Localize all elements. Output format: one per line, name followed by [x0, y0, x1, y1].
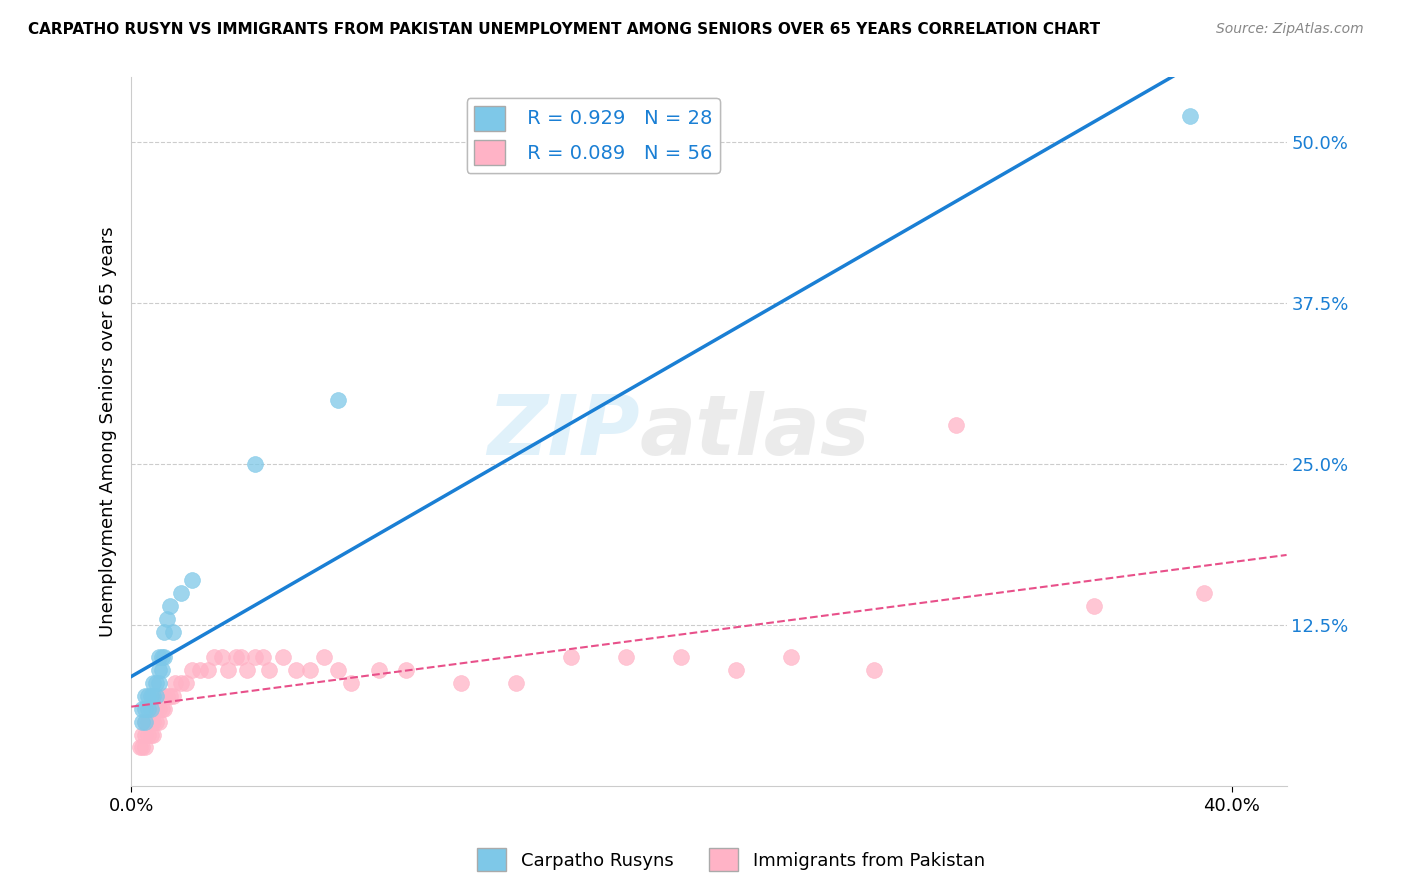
Point	[134, 689, 156, 703]
Point	[271, 650, 294, 665]
Legend:  R = 0.929   N = 28,  R = 0.089   N = 56: R = 0.929 N = 28, R = 0.089 N = 56	[467, 98, 720, 173]
Point	[156, 612, 179, 626]
Text: CARPATHO RUSYN VS IMMIGRANTS FROM PAKISTAN UNEMPLOYMENT AMONG SENIORS OVER 65 YE: CARPATHO RUSYN VS IMMIGRANTS FROM PAKIST…	[28, 22, 1101, 37]
Point	[156, 689, 179, 703]
Point	[162, 624, 184, 639]
Point	[131, 740, 153, 755]
Point	[131, 728, 153, 742]
Point	[153, 650, 176, 665]
Point	[340, 676, 363, 690]
Point	[136, 714, 159, 729]
Point	[236, 663, 259, 677]
Point	[153, 624, 176, 639]
Point	[367, 663, 389, 677]
Point	[616, 650, 638, 665]
Point	[142, 714, 165, 729]
Point	[1192, 586, 1215, 600]
Point	[170, 676, 193, 690]
Point	[148, 702, 170, 716]
Point	[326, 663, 349, 677]
Point	[945, 418, 967, 433]
Point	[231, 650, 253, 665]
Point	[243, 650, 266, 665]
Point	[131, 714, 153, 729]
Point	[153, 689, 176, 703]
Point	[252, 650, 274, 665]
Point	[188, 663, 211, 677]
Point	[174, 676, 197, 690]
Point	[142, 676, 165, 690]
Point	[560, 650, 582, 665]
Point	[134, 740, 156, 755]
Point	[162, 689, 184, 703]
Point	[863, 663, 886, 677]
Point	[780, 650, 803, 665]
Point	[505, 676, 527, 690]
Point	[145, 676, 167, 690]
Point	[180, 663, 202, 677]
Point	[285, 663, 308, 677]
Text: atlas: atlas	[640, 392, 870, 472]
Point	[139, 728, 162, 742]
Point	[145, 714, 167, 729]
Point	[202, 650, 225, 665]
Point	[148, 650, 170, 665]
Point	[299, 663, 322, 677]
Point	[128, 740, 150, 755]
Text: ZIP: ZIP	[486, 392, 640, 472]
Point	[671, 650, 693, 665]
Point	[257, 663, 280, 677]
Point	[197, 663, 219, 677]
Point	[180, 573, 202, 587]
Point	[148, 663, 170, 677]
Point	[150, 663, 173, 677]
Point	[170, 586, 193, 600]
Point	[159, 689, 181, 703]
Text: Source: ZipAtlas.com: Source: ZipAtlas.com	[1216, 22, 1364, 37]
Point	[1083, 599, 1105, 613]
Point	[136, 689, 159, 703]
Point	[1180, 109, 1202, 123]
Point	[395, 663, 418, 677]
Point	[326, 392, 349, 407]
Point	[136, 728, 159, 742]
Point	[159, 599, 181, 613]
Legend: Carpatho Rusyns, Immigrants from Pakistan: Carpatho Rusyns, Immigrants from Pakista…	[470, 841, 993, 879]
Point	[134, 714, 156, 729]
Point	[243, 457, 266, 471]
Point	[153, 702, 176, 716]
Point	[142, 728, 165, 742]
Point	[148, 676, 170, 690]
Point	[139, 702, 162, 716]
Point	[139, 689, 162, 703]
Point	[211, 650, 233, 665]
Point	[145, 689, 167, 703]
Point	[136, 702, 159, 716]
Point	[134, 702, 156, 716]
Point	[145, 702, 167, 716]
Point	[450, 676, 472, 690]
Point	[148, 714, 170, 729]
Point	[134, 714, 156, 729]
Y-axis label: Unemployment Among Seniors over 65 years: Unemployment Among Seniors over 65 years	[100, 227, 117, 637]
Point	[139, 714, 162, 729]
Point	[725, 663, 748, 677]
Point	[150, 702, 173, 716]
Point	[142, 689, 165, 703]
Point	[312, 650, 335, 665]
Point	[134, 728, 156, 742]
Point	[165, 676, 187, 690]
Point	[217, 663, 239, 677]
Point	[131, 702, 153, 716]
Point	[225, 650, 247, 665]
Point	[150, 650, 173, 665]
